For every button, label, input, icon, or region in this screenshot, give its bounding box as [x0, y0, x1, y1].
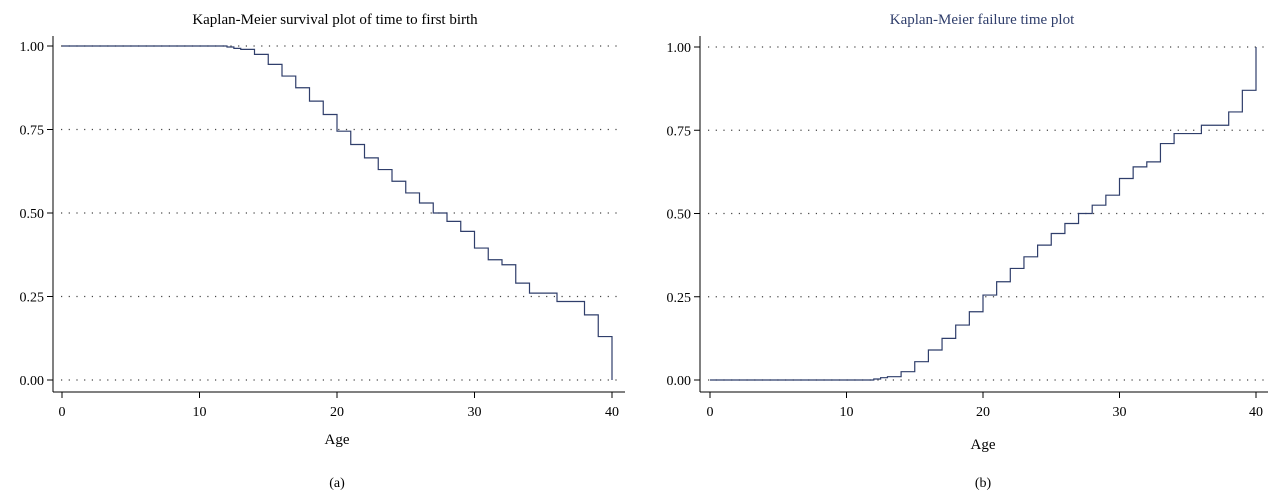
x-tick-label-b-3: 30 [1113, 405, 1127, 420]
y-tick-label-a-2: 0.50 [20, 207, 45, 222]
x-tick-label-b-1: 10 [840, 405, 854, 420]
x-tick-label-a-4: 40 [605, 405, 619, 420]
x-ticks-b: 0 10 20 30 40 [707, 392, 1263, 420]
x-axis-label-b: Age [971, 437, 996, 453]
y-tick-label-a-3: 0.75 [20, 124, 45, 139]
y-tick-label-a-4: 1.00 [20, 40, 45, 55]
panel-a: Kaplan-Meier survival plot of time to fi… [20, 12, 625, 491]
y-tick-label-b-4: 1.00 [667, 41, 692, 56]
panel-caption-b: (b) [975, 476, 992, 491]
y-tick-label-b-3: 0.75 [667, 124, 692, 139]
x-tick-label-a-1: 10 [193, 405, 207, 420]
y-ticks-b: 0.00 0.25 0.50 0.75 1.00 [667, 41, 700, 389]
x-tick-label-b-0: 0 [707, 405, 714, 420]
x-tick-label-a-3: 30 [468, 405, 482, 420]
x-ticks-a: 0 10 20 30 40 [59, 392, 619, 420]
panel-caption-a: (a) [329, 476, 345, 491]
y-ticks-a: 0.00 0.25 0.50 0.75 1.00 [20, 40, 53, 389]
y-tick-label-b-0: 0.00 [667, 374, 692, 389]
panel-b: Kaplan-Meier failure time plot 0.000.250… [667, 12, 1268, 491]
y-tick-label-a-0: 0.00 [20, 374, 45, 389]
grid-b [708, 46, 1265, 381]
failure-step-line [710, 47, 1257, 381]
x-tick-label-b-4: 40 [1249, 405, 1263, 420]
y-tick-label-a-1: 0.25 [20, 291, 45, 306]
y-tick-label-b-1: 0.25 [667, 291, 692, 306]
x-tick-label-a-2: 20 [330, 405, 344, 420]
y-tick-label-b-2: 0.50 [667, 208, 692, 223]
x-tick-label-a-0: 0 [59, 405, 66, 420]
x-axis-label-a: Age [325, 432, 350, 448]
x-tick-label-b-2: 20 [976, 405, 990, 420]
chart-title-a: Kaplan-Meier survival plot of time to fi… [192, 12, 478, 28]
survival-step-line [62, 45, 613, 380]
grid-a [61, 45, 622, 381]
chart-title-b: Kaplan-Meier failure time plot [890, 12, 1075, 28]
